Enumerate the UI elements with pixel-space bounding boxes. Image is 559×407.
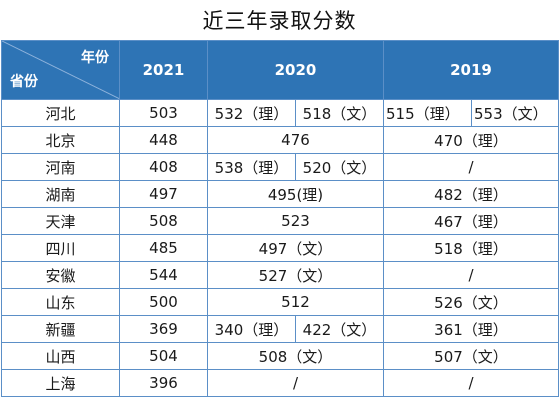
score-2020-science-cell: 538（理） (207, 153, 296, 181)
province-cell: 四川 (1, 234, 120, 262)
score-2019-science-cell: 515（理） (383, 99, 472, 127)
score-table: 年份 省份 2021 2020 2019 河北 503 532（理） 518（文… (1, 40, 559, 397)
table-row: 新疆 369 340（理） 422（文） 361（理） (1, 315, 559, 343)
score-2019-cell: / (383, 153, 559, 181)
score-2021-cell: 448 (119, 126, 208, 154)
province-cell: 安徽 (1, 261, 120, 289)
table-row: 河北 503 532（理） 518（文） 515（理） 553（文） (1, 99, 559, 127)
year-header-label: 年份 (81, 50, 109, 66)
score-2020-cell: / (207, 369, 384, 397)
score-2021-cell: 408 (119, 153, 208, 181)
header-row: 年份 省份 2021 2020 2019 (1, 40, 559, 100)
score-2019-arts-cell: 553（文） (471, 99, 559, 127)
score-2019-cell: 482（理） (383, 180, 559, 208)
score-2020-science-cell: 532（理） (207, 99, 296, 127)
score-2020-cell: 512 (207, 288, 384, 316)
table-row: 四川 485 497（文） 518（理） (1, 234, 559, 262)
score-2021-cell: 503 (119, 99, 208, 127)
page-title: 近三年录取分数 (202, 9, 357, 33)
score-2020-cell: 476 (207, 126, 384, 154)
province-cell: 新疆 (1, 315, 120, 343)
year-2021-header: 2021 (119, 40, 208, 100)
province-cell: 上海 (1, 369, 120, 397)
table-row: 上海 396 / / (1, 369, 559, 397)
score-2019-cell: 518（理） (383, 234, 559, 262)
table-row: 北京 448 476 470（理） (1, 126, 559, 154)
score-2021-cell: 508 (119, 207, 208, 235)
score-2020-cell: 495(理) (207, 180, 384, 208)
province-header-label: 省份 (10, 74, 38, 90)
score-2020-arts-cell: 422（文） (295, 315, 384, 343)
score-2021-cell: 485 (119, 234, 208, 262)
score-2019-cell: 507（文） (383, 342, 559, 370)
province-cell: 山东 (1, 288, 120, 316)
table-row: 河南 408 538（理） 520（文） / (1, 153, 559, 181)
score-2021-cell: 544 (119, 261, 208, 289)
score-2020-science-cell: 340（理） (207, 315, 296, 343)
table-row: 天津 508 523 467（理） (1, 207, 559, 235)
table-row: 山西 504 508（文） 507（文） (1, 342, 559, 370)
score-2019-cell: 361（理） (383, 315, 559, 343)
score-2020-cell: 508（文） (207, 342, 384, 370)
score-2019-cell: 467（理） (383, 207, 559, 235)
score-2021-cell: 497 (119, 180, 208, 208)
score-2021-cell: 369 (119, 315, 208, 343)
table-row: 山东 500 512 526（文） (1, 288, 559, 316)
province-cell: 湖南 (1, 180, 120, 208)
province-cell: 河北 (1, 99, 120, 127)
score-2020-cell: 527（文） (207, 261, 384, 289)
score-2020-cell: 497（文） (207, 234, 384, 262)
score-2020-arts-cell: 520（文） (295, 153, 384, 181)
year-2020-header: 2020 (207, 40, 384, 100)
score-2021-cell: 396 (119, 369, 208, 397)
score-2019-cell: 470（理） (383, 126, 559, 154)
table-row: 安徽 544 527（文） / (1, 261, 559, 289)
score-2019-cell: / (383, 261, 559, 289)
province-cell: 山西 (1, 342, 120, 370)
score-2021-cell: 504 (119, 342, 208, 370)
score-2020-cell: 523 (207, 207, 384, 235)
year-2019-header: 2019 (383, 40, 559, 100)
score-2019-cell: 526（文） (383, 288, 559, 316)
score-2019-cell: / (383, 369, 559, 397)
score-2020-arts-cell: 518（文） (295, 99, 384, 127)
province-cell: 河南 (1, 153, 120, 181)
province-cell: 北京 (1, 126, 120, 154)
score-2021-cell: 500 (119, 288, 208, 316)
corner-header-cell: 年份 省份 (1, 40, 120, 100)
diagonal-divider (2, 41, 119, 99)
table-row: 湖南 497 495(理) 482（理） (1, 180, 559, 208)
province-cell: 天津 (1, 207, 120, 235)
